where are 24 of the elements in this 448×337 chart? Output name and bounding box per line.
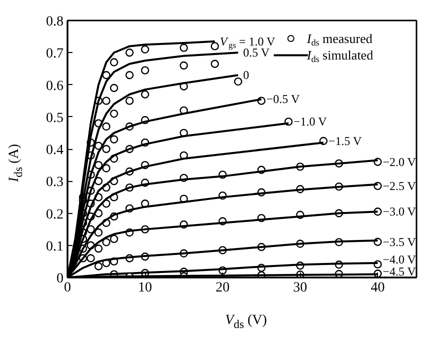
annotation: 0 (243, 68, 250, 82)
x-axis-title: V$_{ds}$ (V) (225, 312, 267, 333)
annotation: −4.0 V (382, 252, 416, 266)
annotation: −4.5 V (382, 264, 416, 278)
y-tick-label: 0.2 (46, 207, 64, 222)
annotation: −2.0 V (382, 154, 416, 169)
y-tick-label: 0.8 (46, 14, 64, 30)
annotation: −3.0 V (382, 204, 416, 219)
y-tick-label: 0.6 (46, 78, 64, 94)
annotation: −2.5 V (382, 178, 416, 193)
x-tick-label: 40 (370, 280, 385, 296)
x-tick-label: 10 (138, 280, 152, 296)
x-tick-label: 30 (293, 280, 308, 296)
y-tick-label: 0.3 (46, 175, 64, 190)
y-tick-label: 0.4 (46, 143, 64, 158)
annotation: −1.0 V (294, 114, 328, 129)
annotation: −3.5 V (382, 234, 416, 249)
y-tick-label: 0.5 (46, 110, 64, 126)
annotation: −1.5 V (328, 134, 362, 148)
y-tick-label: 0.7 (46, 46, 64, 62)
x-tick-label: 20 (216, 280, 230, 296)
annotation: 0.5 V (243, 46, 270, 60)
annotation: −0.5 V (266, 92, 300, 106)
y-tick-label: 0.1 (46, 239, 64, 254)
